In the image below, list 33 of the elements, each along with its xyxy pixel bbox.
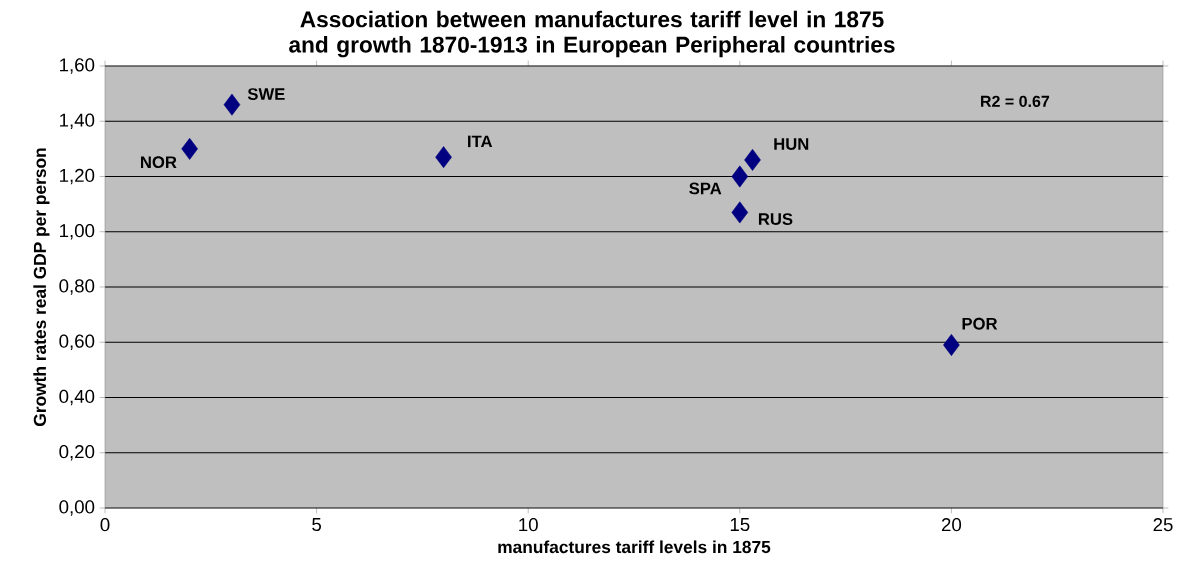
point xyxy=(181,137,198,160)
x-tick-label: 5 xyxy=(312,518,322,532)
point xyxy=(731,165,749,188)
annotation: NOR xyxy=(141,156,177,169)
y-tick-label: 0,20 xyxy=(59,445,95,461)
annotation: POR xyxy=(962,317,998,330)
y-tick-label: 1,60 xyxy=(60,58,95,74)
x-tick-label: 25 xyxy=(1153,518,1173,532)
x-tick-label: 20 xyxy=(941,518,962,532)
x-tick-label: 0 xyxy=(100,518,110,532)
point xyxy=(223,93,241,116)
annotation: R2 = 0.67 xyxy=(981,95,1050,108)
point xyxy=(435,146,452,169)
y-tick-label: 0,80 xyxy=(59,279,95,295)
point xyxy=(731,201,749,224)
x-tick-label: 10 xyxy=(519,518,538,532)
point xyxy=(943,334,960,356)
annotation: SPA xyxy=(689,182,722,195)
y-tick-label: 1,40 xyxy=(60,113,95,129)
chart-title: Association between manufactures tariff level in 1875 and growth 1870-1913 in European Peripheral countries xyxy=(289,10,895,58)
y-tick-label: 1,00 xyxy=(60,224,95,240)
y-tick-label: 0,00 xyxy=(59,500,95,516)
x-axis-title: manufactures tariff levels in 1875 xyxy=(498,540,771,554)
annotation: RUS xyxy=(758,213,793,225)
y-tick-label: 1,20 xyxy=(60,168,95,185)
annotation: ITA xyxy=(468,135,493,148)
y-tick-label: 0,40 xyxy=(59,389,95,406)
y-tick-label: 0,60 xyxy=(59,334,95,350)
y-axis-title: Growth rates real GDP per person xyxy=(33,148,50,426)
point xyxy=(744,148,761,171)
annotation: SWE xyxy=(247,88,285,100)
annotation: HUN xyxy=(774,138,809,150)
x-tick-label: 15 xyxy=(730,518,750,532)
